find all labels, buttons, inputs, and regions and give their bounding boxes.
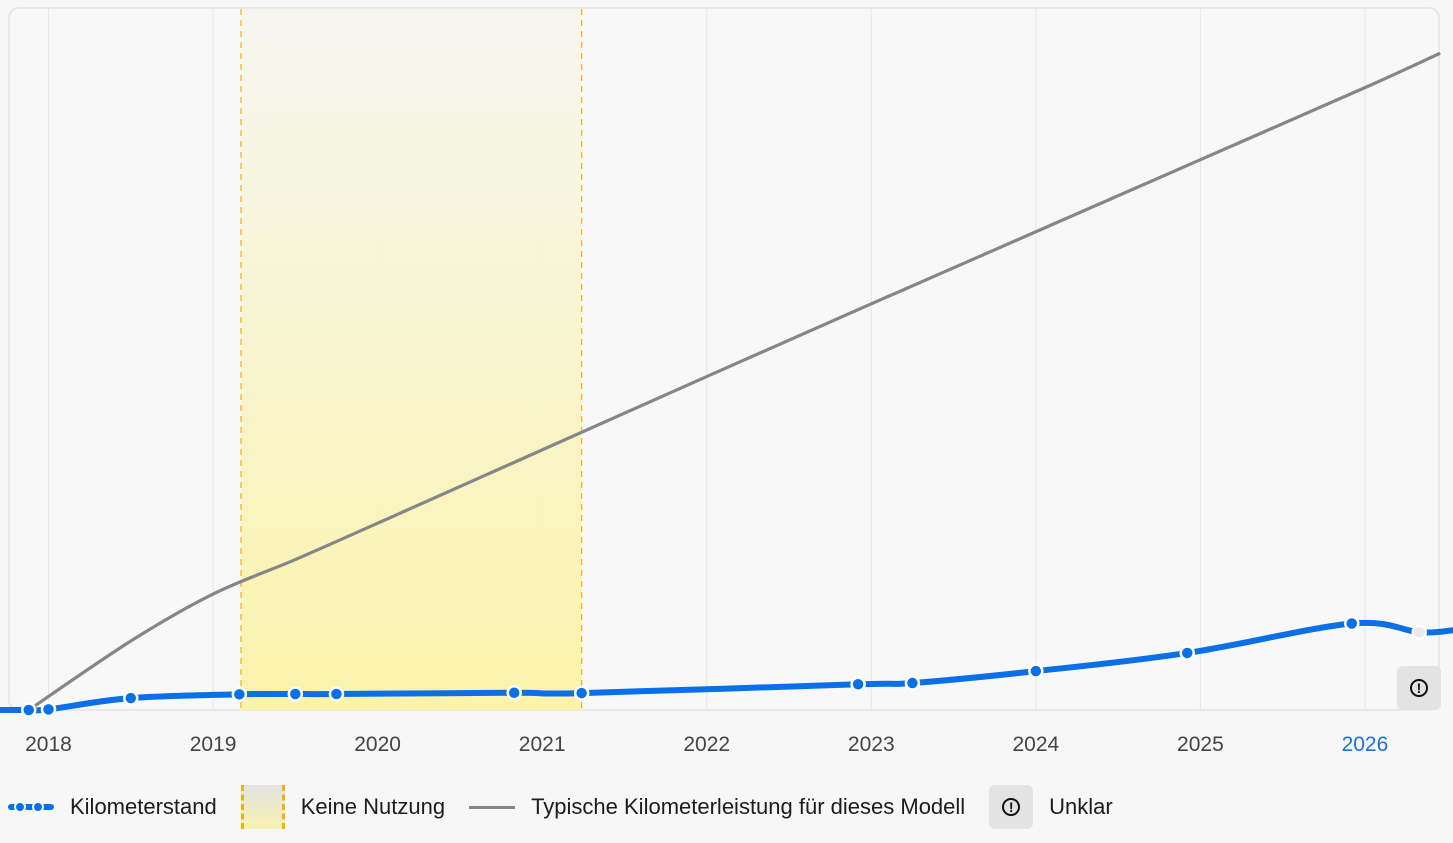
legend-label: Unklar: [1049, 794, 1113, 819]
mileage-point[interactable]: [573, 685, 590, 701]
no-use-band: [241, 9, 582, 710]
x-tick-label: 2022: [683, 733, 730, 756]
x-tick-label: 2021: [519, 733, 566, 756]
legend-label: Keine Nutzung: [300, 794, 446, 819]
legend-item-typische-kilometerleistung[interactable]: Typische Kilometerleistung für dieses Mo…: [469, 794, 965, 820]
x-tick-label: 2025: [1177, 733, 1224, 756]
legend-item-kilometerstand[interactable]: Kilometerstand: [8, 794, 217, 820]
x-tick-label: 2018: [25, 733, 72, 756]
x-tick-label: 2019: [190, 733, 237, 756]
mileage-point[interactable]: [328, 686, 345, 702]
mileage-series-layer: [0, 615, 1453, 718]
shaded-band-icon: [240, 785, 285, 829]
x-tick-label: 2026: [1342, 733, 1389, 756]
chart-legend: Kilometerstand Keine Nutzung Typische Ki…: [8, 784, 1137, 830]
mileage-point[interactable]: [20, 702, 37, 718]
warning-circle-icon: !: [1410, 679, 1428, 697]
legend-label: Typische Kilometerleistung für dieses Mo…: [531, 794, 966, 819]
mileage-point[interactable]: [506, 685, 522, 701]
typical-series-layer: [27, 52, 1441, 712]
mileage-point[interactable]: [904, 675, 921, 691]
warning-circle-icon: !: [989, 785, 1034, 829]
x-axis-ticks: 2018 2019 2020 2021 2022 2023 2024 2025 2026: [25, 733, 1388, 756]
mileage-point[interactable]: [1179, 645, 1195, 661]
gray-line-icon: [469, 805, 516, 809]
typical-mileage-line: [27, 52, 1441, 712]
mileage-point[interactable]: [1028, 663, 1044, 679]
x-tick-label: 2024: [1012, 733, 1059, 756]
no-use-band-layer: [240, 9, 583, 710]
x-tick-label: 2023: [848, 733, 895, 756]
legend-label: Kilometerstand: [70, 794, 217, 819]
mileage-point[interactable]: [123, 690, 139, 706]
mileage-point[interactable]: [40, 701, 57, 718]
mileage-point[interactable]: [1344, 615, 1360, 632]
mileage-point-unclear[interactable]: [1411, 624, 1428, 641]
mileage-point[interactable]: [850, 676, 866, 693]
dashed-dot-line-icon: [8, 801, 54, 813]
plot-frame: [8, 7, 1440, 711]
mileage-point[interactable]: [231, 686, 248, 703]
mileage-point[interactable]: [287, 686, 304, 702]
unclear-marker-button[interactable]: !: [1397, 666, 1441, 710]
x-tick-label: 2020: [354, 733, 401, 756]
legend-item-unklar[interactable]: ! Unklar: [989, 785, 1113, 829]
legend-item-keine-nutzung[interactable]: Keine Nutzung: [240, 785, 446, 829]
